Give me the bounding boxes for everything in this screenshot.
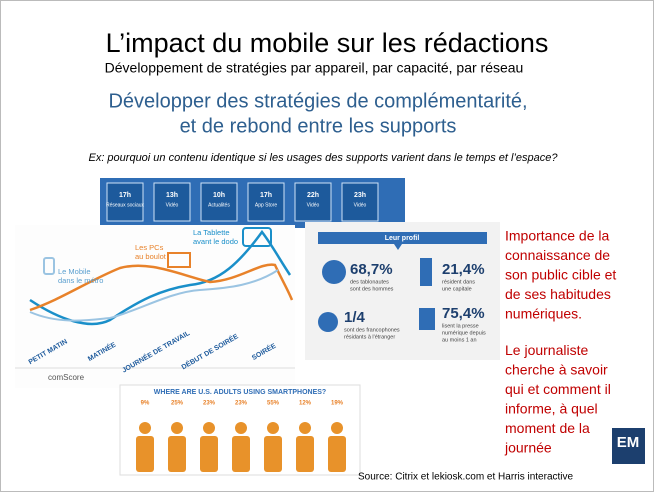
note-line: numériques.	[505, 306, 582, 322]
smartphone-value: 23%	[235, 401, 248, 407]
chart-source: comScore	[48, 373, 85, 382]
smartphone-value: 55%	[267, 401, 280, 407]
person-body	[264, 436, 282, 472]
note-line: de ses habitudes	[505, 286, 611, 302]
person-head	[299, 422, 311, 434]
chart-annotation: avant le dodo	[193, 237, 238, 246]
stat-value: 68,7%	[350, 261, 393, 278]
person-head	[267, 422, 279, 434]
profile-title: Leur profil	[385, 235, 420, 242]
note-line: informe, à quel	[505, 401, 598, 417]
smartphone-value: 19%	[331, 401, 344, 407]
note-line: qui et comment il	[505, 381, 611, 397]
banner-time: 17h	[260, 192, 272, 199]
person-head	[139, 422, 151, 434]
smartphone-value: 23%	[203, 401, 216, 407]
logo: EM	[617, 434, 640, 451]
person-body	[296, 436, 314, 472]
banner-time: 22h	[307, 192, 319, 199]
note-line: son public cible et	[505, 267, 616, 283]
subtitle: Développement de stratégies par appareil…	[105, 60, 524, 76]
person-head	[331, 422, 343, 434]
smartphone-value: 12%	[299, 401, 312, 407]
person-body	[328, 436, 346, 472]
icon	[322, 260, 346, 284]
usage-chart-bg	[15, 225, 295, 388]
person-head	[203, 422, 215, 434]
banner-label: Vidéo	[354, 202, 367, 208]
tablet-curve	[29, 229, 292, 326]
person-body	[136, 436, 154, 472]
profile-header	[318, 232, 487, 250]
stat-value: 1/4	[344, 309, 366, 326]
banner-time: 13h	[166, 192, 178, 199]
banner-tile	[294, 182, 332, 222]
banner-label: Réseaux sociaux	[106, 202, 145, 208]
example: Ex: pourquoi un contenu identique si les…	[88, 152, 558, 164]
banner-label: Actualités	[208, 202, 230, 208]
chart-annotation: Les PCs	[135, 243, 164, 252]
icon	[419, 308, 435, 330]
pc-curve	[29, 263, 294, 312]
stat-label: lisent la presse	[442, 323, 479, 329]
note-line: Importance de la	[505, 228, 609, 244]
tablet-icon	[242, 227, 272, 247]
pc-icon	[167, 252, 191, 268]
chart-annotation: dans le métro	[58, 276, 103, 285]
stat-label: numérique depuis	[442, 330, 486, 336]
note-line: connaissance de	[505, 247, 610, 263]
heading: Développer des stratégies de complémenta…	[108, 90, 527, 112]
person-body	[168, 436, 186, 472]
logo-bg	[612, 428, 645, 464]
stat-label: au moins 1 an	[442, 337, 477, 343]
banner-tile	[106, 182, 144, 222]
stat-label: des tablonautes	[350, 279, 389, 285]
note-line: moment de la	[505, 420, 590, 436]
person-head	[171, 422, 183, 434]
smartphone-value: 25%	[171, 401, 184, 407]
note-line: cherche à savoir	[505, 362, 608, 378]
heading: et de rebond entre les supports	[180, 115, 457, 137]
source: Source: Citrix et lekiosk.com et Harris …	[358, 472, 574, 483]
smartphones-title: WHERE ARE U.S. ADULTS USING SMARTPHONES?	[154, 389, 326, 396]
banner-label: App Store	[255, 202, 277, 208]
smartphone-value: 9%	[141, 401, 150, 407]
stat-label: résidants à l'étranger	[344, 334, 395, 340]
banner-tile	[247, 182, 285, 222]
stat-label: une capitale	[442, 286, 472, 292]
mobile-icon	[43, 257, 55, 275]
note-line: Le journaliste	[505, 342, 588, 358]
icon	[420, 258, 432, 286]
stat-value: 21,4%	[442, 261, 485, 278]
stat-label: résident dans	[442, 279, 475, 285]
note-line: journée	[504, 440, 552, 456]
title: L’impact du mobile sur les rédactions	[106, 28, 549, 58]
chart-annotation: au boulot	[135, 252, 167, 261]
person-body	[232, 436, 250, 472]
banner-tile	[341, 182, 379, 222]
chart-annotation: Le Mobile	[58, 267, 91, 276]
banner-label: Vidéo	[307, 202, 320, 208]
person-head	[235, 422, 247, 434]
banner-time: 23h	[354, 192, 366, 199]
chart-annotation: La Tablette	[193, 228, 230, 237]
person-body	[200, 436, 218, 472]
banner-tile	[153, 182, 191, 222]
banner-time: 17h	[119, 192, 131, 199]
mobile-curve	[29, 269, 279, 322]
banner-tile	[200, 182, 238, 222]
banner-time: 10h	[213, 192, 225, 199]
stat-value: 75,4%	[442, 305, 485, 322]
profile-bg	[305, 222, 500, 360]
stat-label: sont des hommes	[350, 286, 394, 292]
stat-label: sont des francophones	[344, 327, 400, 333]
banner-label: Vidéo	[166, 202, 179, 208]
icon	[318, 312, 338, 332]
